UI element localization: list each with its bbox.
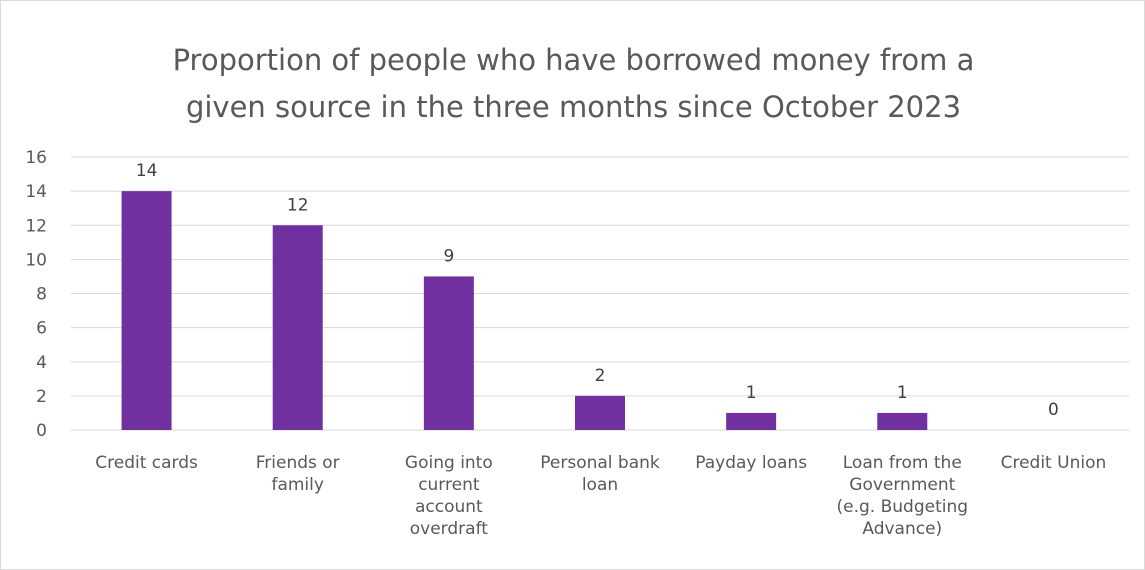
y-tick-label: 4 xyxy=(36,353,47,373)
bar xyxy=(272,225,323,430)
y-tick-label: 16 xyxy=(25,148,47,168)
y-tick-label: 2 xyxy=(36,387,47,407)
category-label: Advance) xyxy=(862,519,942,539)
category-label: overdraft xyxy=(410,519,488,539)
chart-title-line-1: Proportion of people who have borrowed m… xyxy=(172,43,975,77)
data-label: 1 xyxy=(897,383,908,403)
category-label: Credit Union xyxy=(1001,453,1107,473)
data-label: 9 xyxy=(443,246,454,266)
category-label: Payday loans xyxy=(695,453,807,473)
bar xyxy=(877,412,928,430)
y-tick-label: 6 xyxy=(36,319,47,339)
category-label: Personal bank xyxy=(540,453,660,473)
data-label: 14 xyxy=(136,161,158,181)
bar xyxy=(121,191,172,430)
category-label: Government xyxy=(849,475,955,495)
category-label: Friends or xyxy=(256,453,340,473)
category-label: Credit cards xyxy=(95,453,198,473)
category-label: account xyxy=(415,497,483,517)
y-tick-label: 8 xyxy=(36,285,47,305)
category-label: current xyxy=(418,475,480,495)
bar xyxy=(575,395,625,430)
category-label: family xyxy=(271,475,323,495)
chart-title: Proportion of people who have borrowed m… xyxy=(1,37,1145,131)
y-tick-label: 10 xyxy=(25,250,47,270)
chart-title-line-2: given source in the three months since O… xyxy=(185,90,962,124)
y-tick-label: 12 xyxy=(25,216,47,236)
category-label: Going into xyxy=(405,453,493,473)
data-label: 12 xyxy=(287,195,309,215)
bar xyxy=(423,276,474,430)
category-label: Loan from the xyxy=(843,453,962,473)
category-label: (e.g. Budgeting xyxy=(837,497,969,517)
y-tick-label: 14 xyxy=(25,182,47,202)
category-label: loan xyxy=(582,475,618,495)
data-label: 2 xyxy=(595,366,606,386)
data-label: 0 xyxy=(1048,400,1059,420)
y-tick-label: 0 xyxy=(36,421,47,441)
bar xyxy=(726,412,777,430)
data-label: 1 xyxy=(746,383,757,403)
